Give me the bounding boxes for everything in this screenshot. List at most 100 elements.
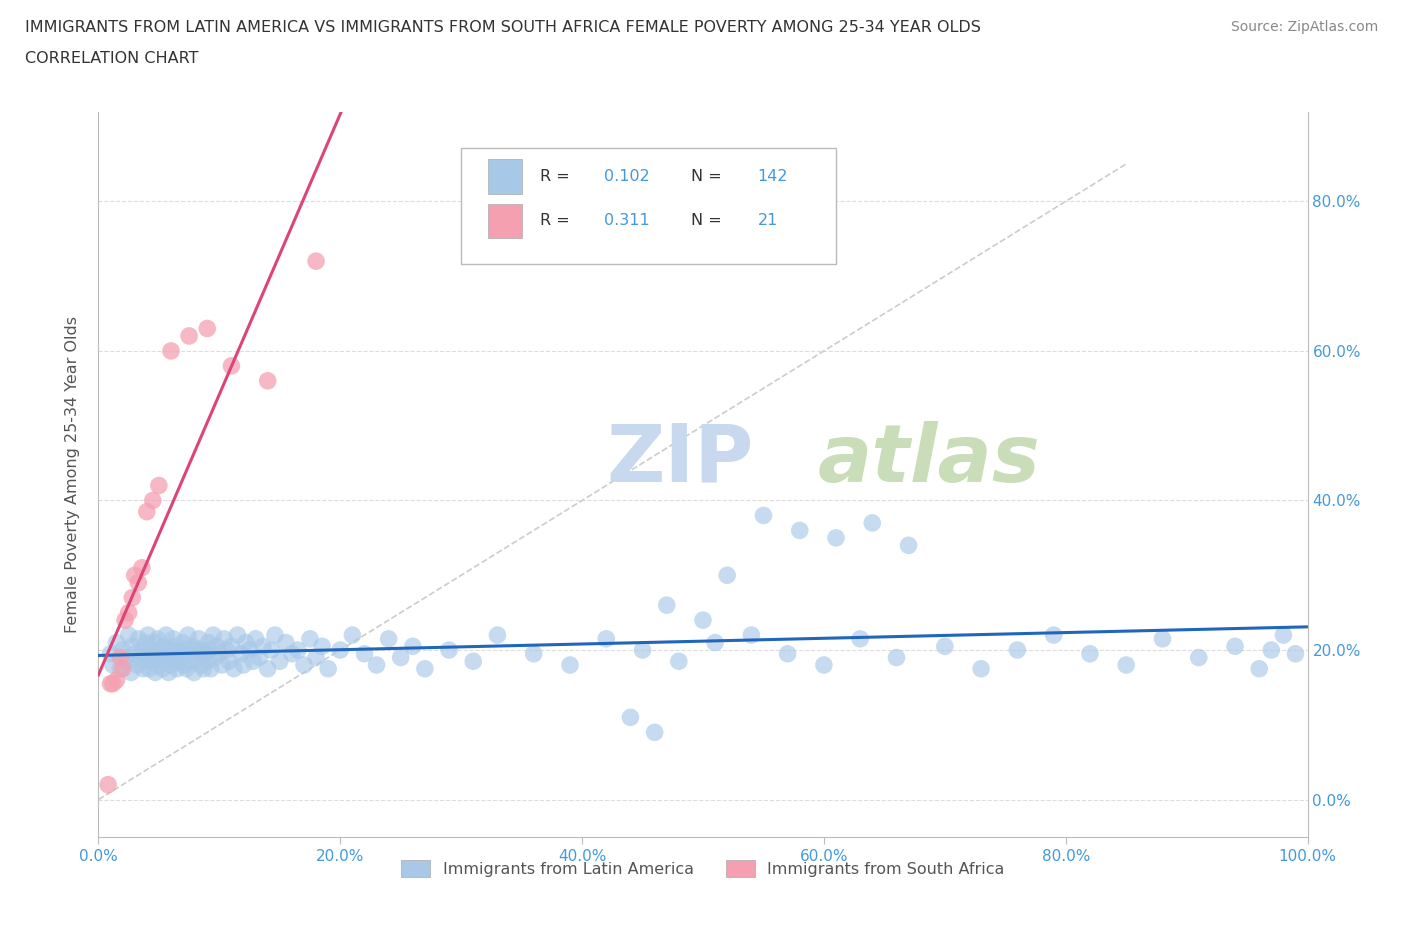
Point (305, 650, 328, 665)
Point (179, 654, 201, 669)
Point (176, 661, 198, 676)
Point (156, 646, 179, 661)
Point (179, 646, 201, 661)
Point (226, 628, 249, 643)
Point (247, 650, 270, 665)
Point (135, 635, 157, 650)
Text: N =: N = (690, 169, 727, 184)
Point (239, 643, 262, 658)
Point (111, 643, 134, 658)
Point (159, 643, 181, 658)
Point (1152, 631, 1174, 646)
Point (197, 635, 219, 650)
Point (177, 628, 200, 643)
Point (100, 646, 122, 661)
Point (256, 373, 278, 388)
Text: 21: 21 (758, 214, 778, 229)
Text: CORRELATION CHART: CORRELATION CHART (25, 51, 198, 66)
Point (218, 654, 240, 669)
Point (152, 661, 174, 676)
Point (299, 631, 322, 646)
Point (897, 538, 920, 552)
Point (114, 613, 136, 628)
Point (644, 724, 666, 739)
Point (191, 643, 214, 658)
Text: N =: N = (690, 214, 727, 229)
Point (752, 508, 775, 523)
Point (105, 672, 128, 687)
Point (789, 523, 811, 538)
Point (342, 628, 364, 643)
Point (1042, 628, 1064, 643)
Point (776, 646, 799, 661)
Point (1188, 650, 1211, 665)
Point (208, 646, 231, 661)
Point (142, 654, 165, 669)
Bar (488, 159, 522, 193)
Point (193, 661, 215, 676)
Point (215, 643, 238, 658)
Point (1007, 643, 1029, 658)
Point (655, 598, 678, 613)
Text: 0.311: 0.311 (603, 214, 650, 229)
Point (118, 628, 141, 643)
Point (172, 635, 194, 650)
Point (108, 650, 131, 665)
Point (141, 643, 163, 658)
Point (316, 661, 339, 676)
Point (305, 254, 328, 269)
Point (118, 605, 141, 620)
Point (187, 631, 209, 646)
Point (222, 661, 245, 676)
Text: atlas: atlas (818, 420, 1040, 498)
Point (245, 631, 267, 646)
Point (211, 658, 233, 672)
Point (523, 646, 546, 661)
Point (117, 654, 139, 669)
Point (148, 478, 170, 493)
Point (204, 650, 226, 665)
Point (195, 654, 218, 669)
Point (166, 661, 188, 676)
Legend: Immigrants from Latin America, Immigrants from South Africa: Immigrants from Latin America, Immigrant… (395, 854, 1011, 883)
Point (184, 643, 207, 658)
Point (136, 628, 159, 643)
Point (139, 650, 162, 665)
Point (135, 646, 157, 661)
Point (152, 639, 174, 654)
Text: 142: 142 (758, 169, 787, 184)
Point (127, 658, 149, 672)
Point (105, 635, 128, 650)
Point (716, 568, 738, 583)
Point (124, 646, 146, 661)
Point (205, 639, 228, 654)
Point (1115, 658, 1137, 672)
Point (121, 639, 143, 654)
Point (389, 650, 412, 665)
Point (160, 343, 183, 358)
Point (143, 635, 166, 650)
Point (163, 650, 186, 665)
Point (274, 635, 297, 650)
Point (269, 654, 291, 669)
Point (970, 661, 993, 676)
Point (202, 628, 225, 643)
Point (187, 650, 209, 665)
Point (558, 658, 581, 672)
Point (157, 665, 180, 680)
Point (292, 658, 315, 672)
Point (111, 661, 134, 676)
Point (740, 628, 762, 643)
Point (173, 658, 195, 672)
Point (127, 576, 149, 591)
Point (120, 665, 142, 680)
Text: IMMIGRANTS FROM LATIN AMERICA VS IMMIGRANTS FROM SOUTH AFRICA FEMALE POVERTY AMO: IMMIGRANTS FROM LATIN AMERICA VS IMMIGRA… (25, 20, 981, 35)
Point (235, 635, 257, 650)
Point (131, 561, 153, 576)
Point (256, 661, 278, 676)
Point (169, 654, 191, 669)
Point (165, 639, 187, 654)
Point (146, 631, 169, 646)
Point (167, 643, 190, 658)
Text: ZIP: ZIP (606, 420, 754, 498)
